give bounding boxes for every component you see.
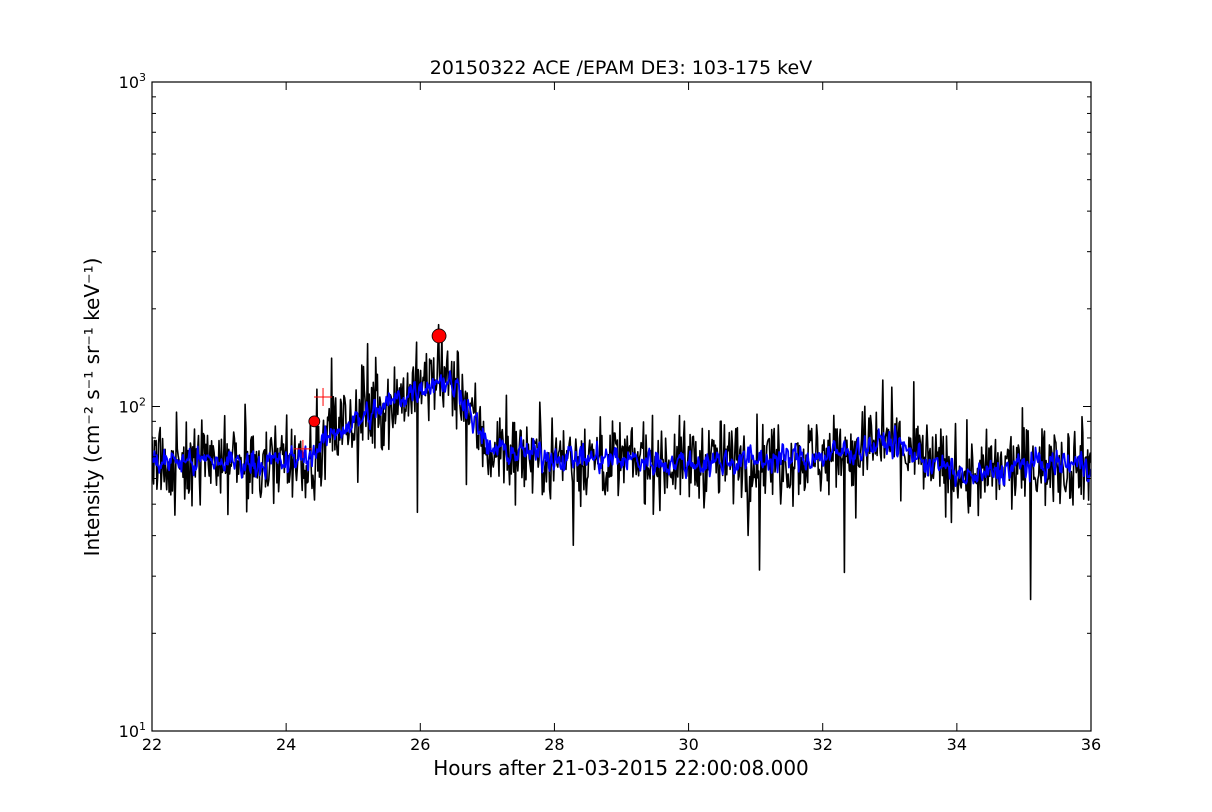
y-axis-label: Intensity (cm⁻² s⁻¹ sr⁻¹ keV⁻¹) <box>80 258 104 557</box>
series-line-1 <box>152 370 1091 488</box>
onset-marker <box>308 415 321 428</box>
x-tick-label: 36 <box>1081 735 1101 754</box>
x-tick-label: 24 <box>276 735 296 754</box>
plot-area: 22 24 26 28 30 32 34 36 101 102 103 <box>119 71 1102 754</box>
y-tick-label: 101 <box>119 720 146 741</box>
x-tick-label: 28 <box>544 735 564 754</box>
x-tick-label: 22 <box>142 735 162 754</box>
crosshair-marker-0 <box>314 387 333 406</box>
x-tick-label: 30 <box>678 735 698 754</box>
y-tick-label: 103 <box>119 71 146 92</box>
x-tick-label: 26 <box>410 735 430 754</box>
x-axis-label: Hours after 21-03-2015 22:00:08.000 <box>433 756 809 780</box>
x-tick-label: 34 <box>947 735 967 754</box>
crosshair-marker-1 <box>293 439 312 458</box>
chart-title: 20150322 ACE /EPAM DE3: 103-175 keV <box>430 57 812 79</box>
y-tick-label: 102 <box>119 396 146 417</box>
peak-marker <box>431 328 447 344</box>
x-tick-label: 32 <box>813 735 833 754</box>
